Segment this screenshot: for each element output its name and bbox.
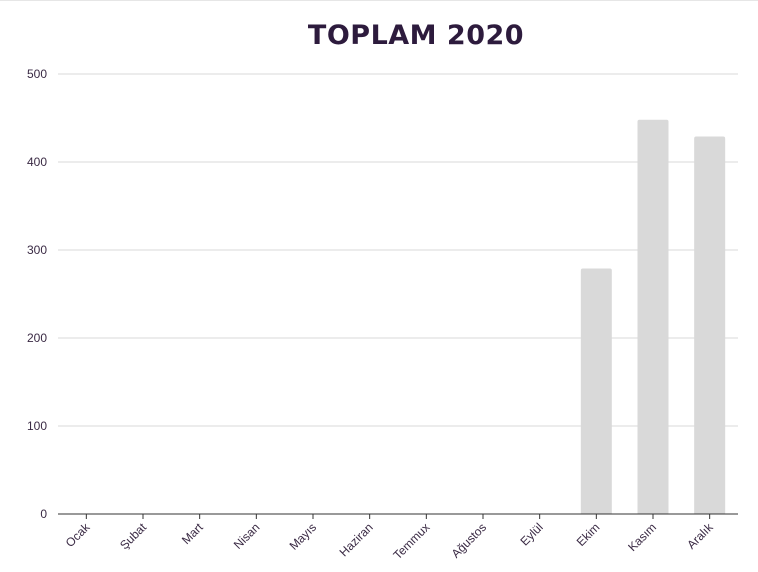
bar-ekim xyxy=(580,268,612,514)
x-tick-label: Eylül xyxy=(517,520,545,548)
bars xyxy=(580,119,726,515)
x-tick-label: Ağustos xyxy=(449,520,490,561)
y-tick-label: 400 xyxy=(27,155,47,169)
x-tick-label: Kasım xyxy=(625,520,659,554)
x-tick-label: Nisan xyxy=(231,520,263,552)
y-tick-label: 100 xyxy=(27,419,47,433)
bar-aralık xyxy=(694,136,726,515)
y-tick-label: 300 xyxy=(27,243,47,257)
x-tick-label: Şubat xyxy=(117,520,150,553)
y-tick-label: 200 xyxy=(27,331,47,345)
top-divider xyxy=(0,0,758,1)
x-axis-ticks: Ocak Şubat Mart Nisan Mayıs Haziran Temmux Ağus… xyxy=(63,514,716,562)
y-axis-ticks: 0 100 200 300 400 500 xyxy=(27,67,47,521)
x-tick-label: Temmux xyxy=(390,520,432,562)
x-tick-label: Ekim xyxy=(574,520,603,549)
y-tick-label: 500 xyxy=(27,67,47,81)
gridlines xyxy=(58,73,738,427)
x-tick-label: Mart xyxy=(179,520,206,547)
x-tick-label: Ocak xyxy=(63,520,93,550)
chart-title: TOPLAM 2020 xyxy=(307,20,525,51)
x-tick-label: Haziran xyxy=(337,520,376,559)
x-tick-label: Mayıs xyxy=(287,520,320,553)
bar-kasım xyxy=(637,119,669,514)
y-tick-label: 0 xyxy=(40,507,47,521)
x-tick-label: Aralık xyxy=(684,520,716,552)
